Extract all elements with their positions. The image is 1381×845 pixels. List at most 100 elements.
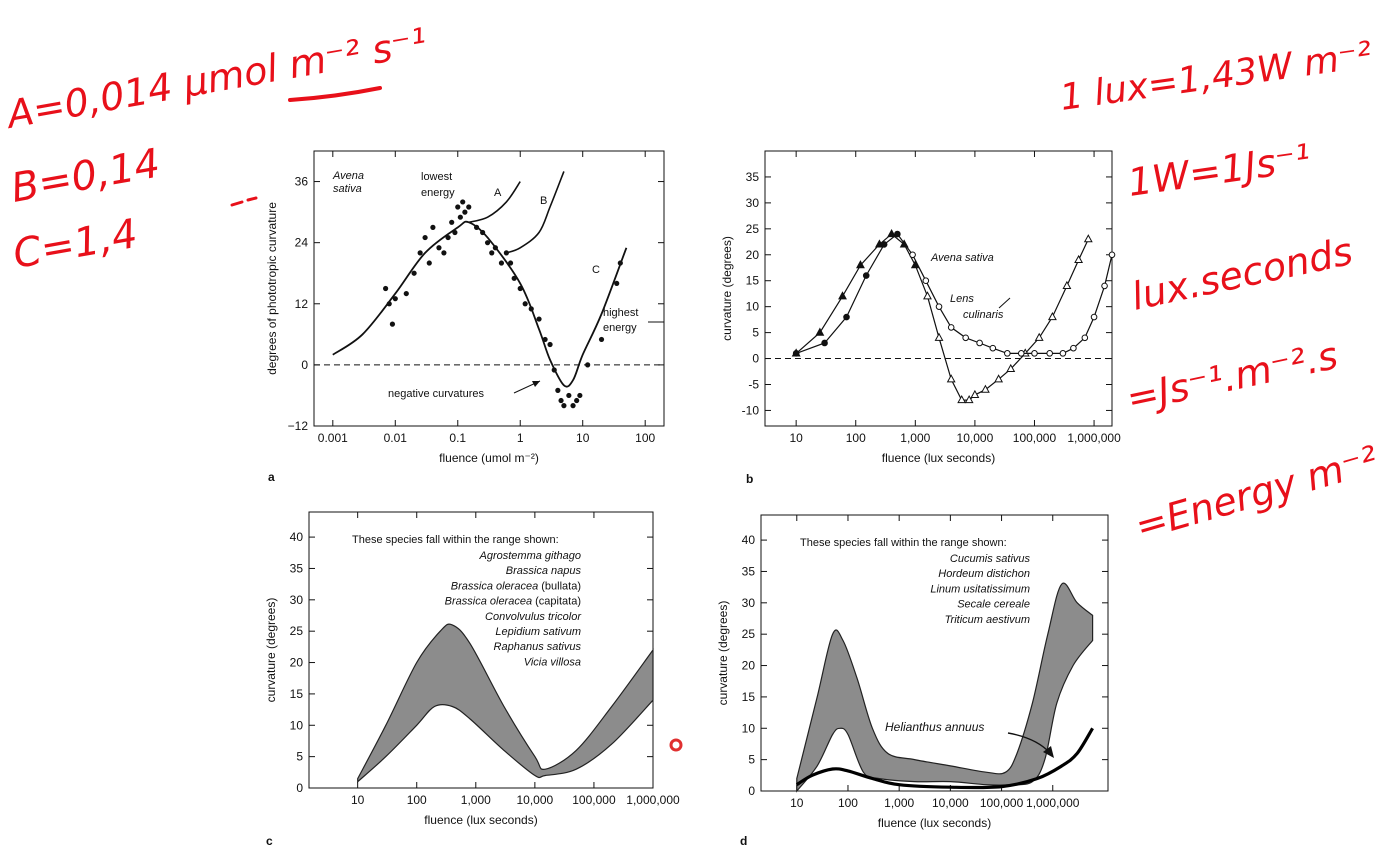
curve-label-c: C xyxy=(592,264,600,276)
x-tick-label: 0.1 xyxy=(449,431,466,445)
pointer-cursor-icon xyxy=(669,738,683,752)
triangle-point xyxy=(970,389,980,398)
data-point xyxy=(430,224,436,230)
x-tick-label: 1,000,000 xyxy=(1067,431,1121,445)
helianthus-label: Helianthus annuus xyxy=(885,720,984,734)
species-item: Brassica oleracea (bullata) xyxy=(451,580,581,592)
triangle-point xyxy=(994,374,1004,383)
y-tick-label: 40 xyxy=(742,533,756,547)
data-point xyxy=(617,260,623,266)
circle-point xyxy=(894,230,901,238)
data-point xyxy=(585,362,591,368)
lens-label: Lens xyxy=(950,293,974,305)
data-point xyxy=(614,280,620,287)
circle-point xyxy=(935,303,943,310)
note-c-value: C=1,4 xyxy=(10,211,141,278)
highest-energy-label: energy xyxy=(603,322,637,334)
y-tick-label: 15 xyxy=(742,690,756,704)
circle-point xyxy=(1059,350,1067,357)
curve-label-a: A xyxy=(494,187,502,199)
note-unit-expansion: =Js⁻¹.m⁻².s xyxy=(1123,333,1342,421)
note-underline xyxy=(288,86,382,102)
species-name: Agrostemma githago xyxy=(479,550,582,562)
x-axis-label: fluence (umol m⁻²) xyxy=(439,451,539,465)
triangle-point xyxy=(1047,311,1057,321)
y-tick-label: −12 xyxy=(288,419,309,433)
triangle-point xyxy=(856,260,865,269)
data-point xyxy=(542,336,548,343)
x-tick-label: 10,000 xyxy=(932,796,969,810)
avena-label: Avena sativa xyxy=(930,252,994,264)
y-tick-label: 35 xyxy=(742,564,756,578)
data-point xyxy=(498,260,505,266)
x-tick-label: 1,000,000 xyxy=(1026,796,1080,810)
data-point xyxy=(551,367,557,373)
data-point xyxy=(392,296,398,302)
circle-point xyxy=(1081,334,1089,342)
circle-point xyxy=(1108,251,1116,259)
species-heading: These species fall within the range show… xyxy=(800,537,1007,549)
x-tick-label: 10 xyxy=(790,796,804,810)
lens-leader xyxy=(998,297,1011,309)
circle-point xyxy=(1101,282,1108,290)
x-tick-label: 100,000 xyxy=(980,796,1024,810)
species-label: Avena xyxy=(332,170,364,182)
species-name: Brassica oleracea xyxy=(451,580,538,592)
data-point xyxy=(426,260,432,266)
y-tick-label: 12 xyxy=(295,297,309,311)
species-name: Brassica oleracea xyxy=(445,596,532,608)
species-item: Lepidium sativum xyxy=(495,626,581,638)
circle-point xyxy=(1070,344,1077,352)
data-point xyxy=(480,229,486,236)
x-tick-label: 100,000 xyxy=(572,793,616,807)
species-item: Raphanus sativus xyxy=(494,641,582,653)
data-point xyxy=(536,316,542,322)
data-point xyxy=(422,234,428,241)
triangle-point xyxy=(934,332,944,341)
plot-frame xyxy=(764,150,1113,427)
data-point xyxy=(473,224,480,230)
x-axis-label: fluence (lux seconds) xyxy=(424,813,537,827)
y-tick-label: 20 xyxy=(742,659,756,673)
species-item: Convolvulus tricolor xyxy=(485,611,582,623)
y-tick-label: 0 xyxy=(301,358,308,372)
species-item: Agrostemma githago xyxy=(479,550,582,562)
y-tick-label: 25 xyxy=(290,624,304,638)
highest-energy-label: highest xyxy=(603,307,638,319)
y-tick-label: 5 xyxy=(752,326,759,340)
lowest-energy-label: lowest xyxy=(421,171,452,183)
triangle-point xyxy=(1062,280,1072,290)
x-tick-label: 10 xyxy=(351,793,365,807)
data-point xyxy=(574,397,580,404)
curve-b xyxy=(506,171,565,254)
plot-frame xyxy=(313,150,665,427)
panel-letter: c xyxy=(266,834,273,845)
data-point xyxy=(528,306,534,312)
y-tick-label: 10 xyxy=(742,721,756,735)
x-tick-label: 0.01 xyxy=(384,431,408,445)
chart-panel-a: 0.001 0.01 0.1 1 10 100 −12 0 12 24 36 fluence (umo… xyxy=(265,150,665,484)
species-variety: (capitata) xyxy=(532,596,581,608)
data-point xyxy=(522,301,528,307)
note-energy-per-area: =Energy m⁻² xyxy=(1130,437,1381,548)
x-tick-label: 1,000 xyxy=(884,796,914,810)
species-item: Brassica napus xyxy=(506,565,582,577)
note-watt-definition: 1W=1Js⁻¹ xyxy=(1125,136,1313,205)
y-tick-label: 40 xyxy=(290,530,304,544)
y-tick-label: 30 xyxy=(746,196,760,210)
triangle-point xyxy=(923,291,932,300)
y-tick-label: 0 xyxy=(296,781,303,795)
species-item: Linum usitatissimum xyxy=(930,583,1030,595)
data-point xyxy=(441,250,447,256)
data-point xyxy=(449,219,455,225)
x-tick-label: 100 xyxy=(838,796,858,810)
x-axis-label: fluence (lux seconds) xyxy=(882,451,995,465)
y-axis-label: curvature (degrees) xyxy=(264,598,278,703)
data-point xyxy=(484,240,491,246)
panel-letter: a xyxy=(268,470,275,484)
triangle-point xyxy=(957,395,967,404)
y-tick-label: 15 xyxy=(290,687,304,701)
y-tick-label: -10 xyxy=(742,403,760,417)
data-point xyxy=(403,290,409,297)
circle-point xyxy=(1046,350,1053,357)
